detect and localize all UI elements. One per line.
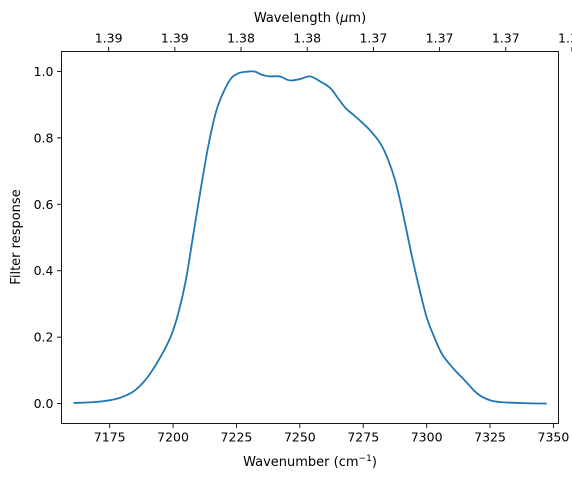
y-tick-label: 0.2: [34, 330, 54, 345]
y-tick-label: 0.4: [34, 263, 54, 278]
top-tick-label: 1.37: [359, 31, 387, 46]
y-tick-label: 0.0: [34, 396, 54, 411]
axes-frame: [61, 51, 559, 424]
ticks-layer: 7175 7200 7225 7250 7275 7300 7325 7350 1.39 1.39…: [34, 31, 572, 445]
top-x-axis-label: Wavelength (μm): [254, 11, 366, 26]
top-tick-label: 1.37: [426, 31, 454, 46]
x-axis-label: Wavenumber (cm−1): [243, 454, 377, 470]
x-tick-label: 7225: [221, 430, 253, 445]
top-tick-label: 1.38: [227, 31, 255, 46]
y-tick-label: 1.0: [34, 64, 54, 79]
x-tick-label: 7175: [94, 430, 126, 445]
top-tick-label: 1.36: [558, 31, 572, 46]
x-tick-label: 7350: [538, 430, 570, 445]
top-tick-label: 1.39: [95, 31, 123, 46]
x-tick-label: 7300: [411, 430, 443, 445]
x-tick-label: 7275: [347, 430, 379, 445]
y-tick-label: 0.8: [34, 130, 54, 145]
x-tick-label: 7200: [157, 430, 189, 445]
x-tick-label: 7250: [284, 430, 316, 445]
top-tick-label: 1.37: [492, 31, 520, 46]
filter-response-line: [73, 70, 547, 405]
top-tick-label: 1.38: [293, 31, 321, 46]
y-axis-label: Filter response: [9, 189, 24, 284]
x-tick-label: 7325: [474, 430, 506, 445]
plot-layer: [73, 70, 547, 405]
y-tick-label: 0.6: [34, 197, 54, 212]
top-tick-label: 1.39: [161, 31, 189, 46]
